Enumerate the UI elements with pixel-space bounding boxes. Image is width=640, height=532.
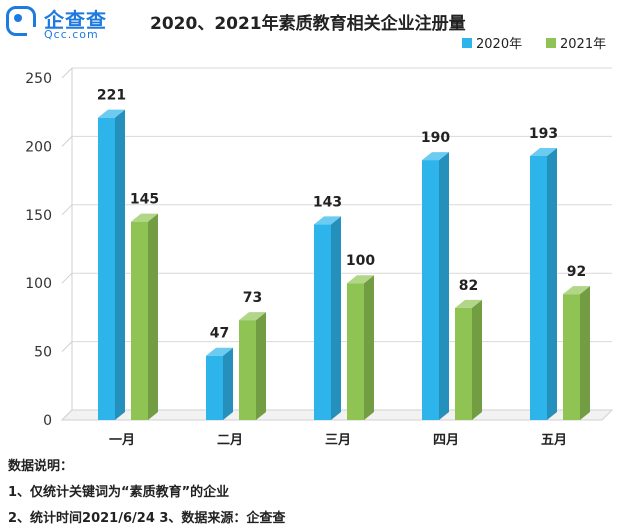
legend-label: 2021年 (560, 37, 606, 52)
x-tick-label: 四月 (433, 433, 459, 448)
bar-side (364, 275, 374, 420)
bar-top (347, 275, 374, 284)
y-tick-label: 0 (43, 413, 52, 429)
data-label: 82 (459, 278, 478, 294)
bar-top (98, 109, 125, 118)
grid-diagonal (61, 136, 73, 147)
legend-label: 2020年 (476, 37, 522, 52)
brand-domain: Qcc.com (44, 28, 99, 41)
y-tick-label: 100 (25, 276, 52, 292)
logo-q-icon (6, 6, 36, 36)
data-label: 193 (529, 126, 558, 142)
logo-dot-icon (14, 14, 22, 22)
data-label: 221 (97, 88, 126, 104)
bar-side (472, 299, 482, 420)
bar-side (547, 147, 557, 420)
x-tick-label: 五月 (541, 433, 567, 448)
legend-swatch (462, 38, 472, 48)
notes-heading: 数据说明： (8, 459, 74, 474)
brand-logo: 企查查 Qcc.com (6, 4, 126, 42)
bar-top (131, 213, 158, 222)
x-tick-label: 一月 (109, 433, 135, 448)
bar-front (422, 160, 439, 420)
grid-diagonal (61, 272, 73, 284)
bar-top (530, 147, 557, 156)
bar-top (563, 286, 590, 295)
bar-front (131, 221, 148, 420)
legend-swatch (546, 38, 556, 48)
bar-top (455, 299, 482, 308)
y-tick-label: 250 (25, 71, 52, 87)
data-label: 190 (421, 130, 450, 146)
bar-top (314, 216, 341, 225)
bar-side (223, 347, 233, 420)
bar-top (239, 312, 266, 321)
bar-front (206, 355, 223, 420)
brand-name: 企查查 (44, 8, 107, 32)
data-label: 47 (210, 326, 229, 342)
bar-front (530, 155, 547, 420)
bar-side (439, 152, 449, 420)
data-label: 92 (567, 264, 586, 280)
x-tick-label: 二月 (217, 433, 243, 448)
bar-side (256, 312, 266, 420)
bar-side (580, 286, 590, 420)
bar-front (239, 320, 256, 420)
x-tick-label: 三月 (325, 433, 351, 448)
grid-diagonal (61, 341, 73, 352)
bar-top (422, 152, 449, 161)
bar-front (455, 307, 472, 420)
bar-front (314, 224, 331, 420)
notes-line-2: 2、统计时间2021/6/24 3、数据来源：企查查 (8, 511, 286, 526)
y-tick-label: 200 (25, 139, 52, 155)
bar-front (347, 283, 364, 420)
data-label: 73 (243, 290, 262, 306)
bar-chart: 0 50 100 150 200 250 221 145 一月 47 73 二月 143 100 三月 190… (25, 37, 614, 448)
y-tick-label: 50 (34, 345, 52, 361)
y-tick-label: 150 (25, 208, 52, 224)
data-label: 100 (346, 253, 375, 269)
bar-front (563, 294, 580, 420)
grid-diagonal (61, 67, 73, 79)
bar-side (148, 213, 158, 420)
notes-line-1: 1、仅统计关键词为“素质教育”的企业 (8, 485, 230, 500)
grid-diagonal (61, 204, 73, 216)
bar-side (115, 109, 125, 420)
data-label: 145 (130, 192, 159, 208)
bar-front (98, 117, 115, 420)
data-label: 143 (313, 194, 342, 210)
bar-side (331, 216, 341, 420)
chart-title: 2020、2021年素质教育相关企业注册量 (150, 14, 466, 34)
bar-top (206, 347, 233, 356)
data-notes: 数据说明： 1、仅统计关键词为“素质教育”的企业 2、统计时间2021/6/24… (8, 454, 285, 532)
